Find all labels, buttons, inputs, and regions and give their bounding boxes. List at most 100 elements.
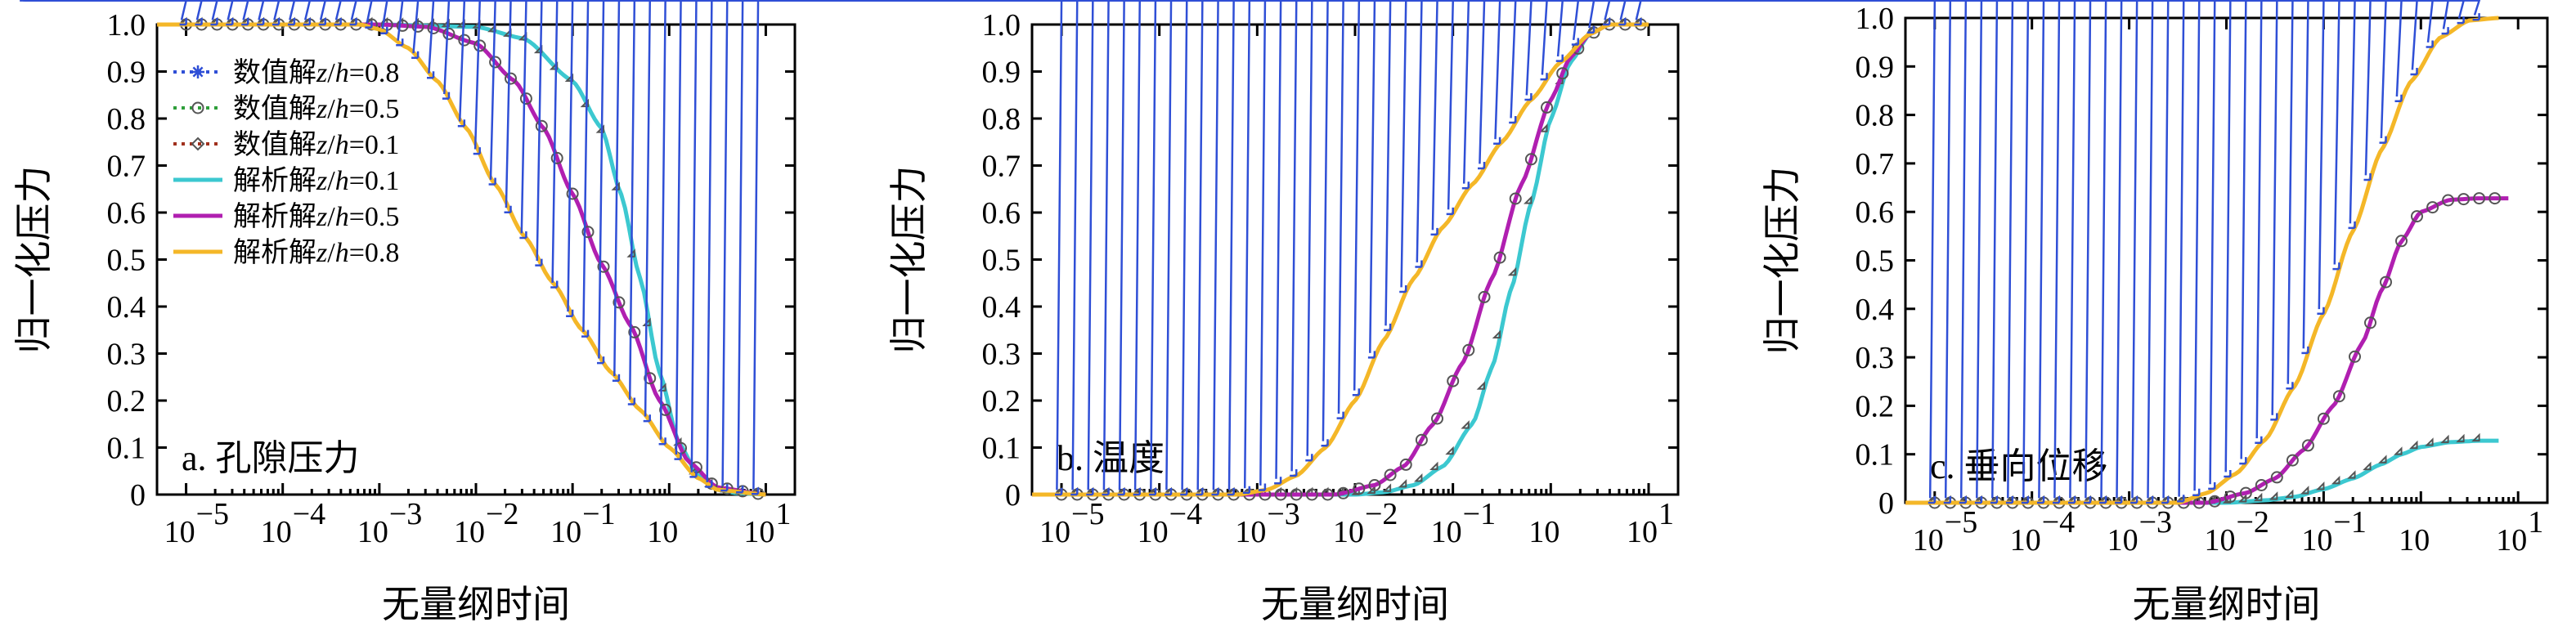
numerical-marker-08 <box>213 0 1455 216</box>
legend-label-part: =0.5 <box>349 94 400 124</box>
numerical-marker-05 <box>2301 439 2314 452</box>
numerical-marker-05 <box>2192 496 2206 509</box>
numerical-marker-05 <box>2255 479 2268 491</box>
numerical-marker-05 <box>427 22 440 34</box>
numerical-marker-05 <box>1447 374 1460 387</box>
numerical-marker-08 <box>20 0 2481 21</box>
numerical-marker-01 <box>580 98 590 108</box>
legend-label: 解析解z/h=0.8 <box>233 237 399 268</box>
numerical-marker-05 <box>519 92 532 105</box>
numerical-marker-05 <box>2239 486 2252 499</box>
legend-label-part: z <box>316 238 327 268</box>
y-tick-label: 0.1 <box>982 432 1021 466</box>
numerical-marker-01 <box>564 73 574 83</box>
y-tick-label: 0 <box>130 478 146 513</box>
legend: 数值解z/h=0.8数值解z/h=0.5数值解z/h=0.1解析解z/h=0.1… <box>173 57 399 268</box>
legend-label-part: 数值解 <box>233 57 316 88</box>
x-tick-label-exponent: −1 <box>2333 505 2366 540</box>
legend-label-part: 解析解 <box>233 165 316 196</box>
x-tick-label-exponent: −5 <box>1945 505 1977 540</box>
legend-label-part: 数值解 <box>233 129 316 160</box>
numerical-marker-05 <box>2332 390 2345 403</box>
numerical-marker-05 <box>1353 482 1366 495</box>
numerical-marker-08 <box>25 0 188 26</box>
numerical-marker-01 <box>2331 475 2340 485</box>
x-tick-label: 10 <box>2010 523 2041 558</box>
analytic-curve-08 <box>1905 16 2499 505</box>
y-tick-label: 0.5 <box>982 244 1021 278</box>
x-tick-label-exponent: −4 <box>1169 497 1202 531</box>
y-tick-label: 0.2 <box>107 384 146 419</box>
x-tick-label-exponent: −3 <box>2139 505 2172 540</box>
legend-label-part: z <box>316 94 327 124</box>
x-axis-label: 无量纲时间 <box>2133 584 2321 625</box>
y-tick-label: 0.4 <box>107 290 146 325</box>
numerical-marker-01 <box>1476 381 1486 390</box>
y-tick-label: 1.0 <box>982 8 1021 43</box>
numerical-marker-08 <box>503 0 1952 504</box>
x-tick-label: 10 <box>357 515 388 549</box>
numerical-marker-01 <box>2253 492 2263 502</box>
x-tick-label-exponent: −3 <box>1267 497 1299 531</box>
numerical-marker-01 <box>1445 446 1454 455</box>
numerical-marker-08 <box>446 0 1329 447</box>
numerical-marker-08 <box>74 0 2418 76</box>
legend-label-part: / <box>327 166 335 196</box>
y-tick-label: 0.8 <box>1856 99 1895 133</box>
numerical-marker-05 <box>566 187 579 200</box>
numerical-marker-05 <box>613 296 626 309</box>
x-tick-label: 10 <box>454 515 485 549</box>
panel-label: c. 垂向位移 <box>1930 446 2108 486</box>
legend-label-part: 解析解 <box>233 201 316 232</box>
numerical-marker-05 <box>1431 412 1443 425</box>
numerical-marker-08 <box>495 0 1188 496</box>
numerical-marker-01 <box>2300 486 2309 495</box>
numerical-marker-05 <box>2457 193 2471 206</box>
x-tick-label: 10 <box>1528 515 1560 549</box>
numerical-marker-01 <box>2440 434 2449 444</box>
legend-label: 数值解z/h=0.1 <box>233 129 399 160</box>
numerical-marker-08 <box>503 0 1936 504</box>
numerical-marker-05 <box>1541 101 1553 114</box>
numerical-marker-05 <box>2270 471 2283 484</box>
numerical-marker-08 <box>25 0 1627 26</box>
x-tick-label-exponent: −4 <box>2042 505 2075 540</box>
y-tick-label: 0.4 <box>982 290 1021 325</box>
numerical-marker-08 <box>495 0 2201 497</box>
x-tick-label: 10 <box>2301 523 2332 558</box>
x-tick-label-exponent: −1 <box>582 497 615 531</box>
y-tick-label: 0.2 <box>982 384 1021 419</box>
y-axis-label: 归一化压力 <box>13 166 55 354</box>
legend-marker-star <box>191 65 204 78</box>
numerical-marker-05 <box>2286 454 2299 467</box>
y-tick-label: 1.0 <box>1856 2 1895 36</box>
numerical-marker-05 <box>550 151 563 164</box>
numerical-marker-05 <box>489 56 502 69</box>
legend-label-part: =0.8 <box>349 238 400 268</box>
x-axis-label: 无量纲时间 <box>1261 584 1449 625</box>
legend-label-part: h <box>335 166 349 196</box>
y-tick-label: 0.3 <box>1856 341 1895 375</box>
x-tick-label: 10 <box>1039 515 1070 549</box>
numerical-marker-05 <box>1462 343 1475 356</box>
legend-label-part: h <box>335 58 349 88</box>
numerical-marker-05 <box>2473 192 2486 205</box>
numerical-marker-05 <box>1399 458 1412 471</box>
numerical-marker-08 <box>33 0 388 35</box>
x-tick-label: 10 <box>1913 523 1944 558</box>
numerical-marker-08 <box>503 0 2061 504</box>
numerical-marker-05 <box>1384 468 1397 481</box>
x-tick-label-exponent: 1 <box>1658 497 1674 531</box>
x-tick-label: 10 <box>2399 523 2430 558</box>
numerical-marker-01 <box>549 61 559 70</box>
numerical-marker-05 <box>2317 412 2330 425</box>
numerical-marker-01 <box>2471 432 2480 442</box>
y-tick-label: 0.9 <box>982 56 1021 90</box>
legend-label: 解析解z/h=0.1 <box>233 165 399 196</box>
legend-label-part: h <box>335 130 349 160</box>
numerical-marker-01 <box>1461 420 1470 429</box>
numerical-marker-01 <box>2237 494 2247 503</box>
numerical-marker-05 <box>1524 153 1537 166</box>
numerical-marker-01 <box>2316 481 2325 490</box>
numerical-marker-08 <box>488 0 2216 490</box>
